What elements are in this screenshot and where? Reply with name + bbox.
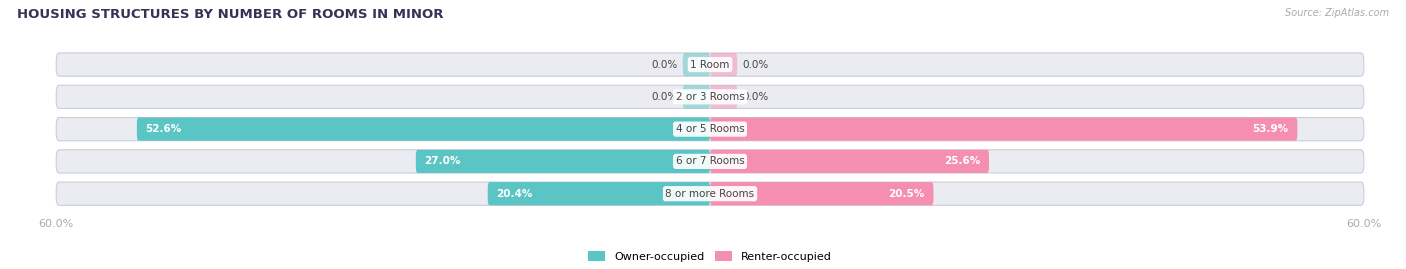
FancyBboxPatch shape [710, 182, 934, 205]
Text: 0.0%: 0.0% [651, 92, 678, 102]
FancyBboxPatch shape [710, 150, 988, 173]
Text: 0.0%: 0.0% [651, 59, 678, 70]
Text: 0.0%: 0.0% [742, 92, 769, 102]
Text: 52.6%: 52.6% [146, 124, 181, 134]
FancyBboxPatch shape [683, 85, 710, 108]
FancyBboxPatch shape [136, 118, 710, 141]
FancyBboxPatch shape [56, 85, 1364, 108]
Text: 20.5%: 20.5% [889, 189, 925, 199]
FancyBboxPatch shape [710, 53, 737, 76]
FancyBboxPatch shape [56, 182, 1364, 205]
Text: 8 or more Rooms: 8 or more Rooms [665, 189, 755, 199]
Text: 53.9%: 53.9% [1253, 124, 1289, 134]
Text: 1 Room: 1 Room [690, 59, 730, 70]
Text: 27.0%: 27.0% [425, 156, 461, 167]
Text: 25.6%: 25.6% [943, 156, 980, 167]
Text: 0.0%: 0.0% [742, 59, 769, 70]
Legend: Owner-occupied, Renter-occupied: Owner-occupied, Renter-occupied [585, 248, 835, 266]
FancyBboxPatch shape [56, 150, 1364, 173]
Text: 4 or 5 Rooms: 4 or 5 Rooms [676, 124, 744, 134]
FancyBboxPatch shape [710, 118, 1298, 141]
FancyBboxPatch shape [416, 150, 710, 173]
FancyBboxPatch shape [56, 53, 1364, 76]
FancyBboxPatch shape [683, 53, 710, 76]
Text: 20.4%: 20.4% [496, 189, 533, 199]
Text: Source: ZipAtlas.com: Source: ZipAtlas.com [1285, 8, 1389, 18]
Text: 2 or 3 Rooms: 2 or 3 Rooms [676, 92, 744, 102]
FancyBboxPatch shape [56, 118, 1364, 141]
FancyBboxPatch shape [710, 85, 737, 108]
Text: HOUSING STRUCTURES BY NUMBER OF ROOMS IN MINOR: HOUSING STRUCTURES BY NUMBER OF ROOMS IN… [17, 8, 443, 21]
FancyBboxPatch shape [488, 182, 710, 205]
Text: 6 or 7 Rooms: 6 or 7 Rooms [676, 156, 744, 167]
